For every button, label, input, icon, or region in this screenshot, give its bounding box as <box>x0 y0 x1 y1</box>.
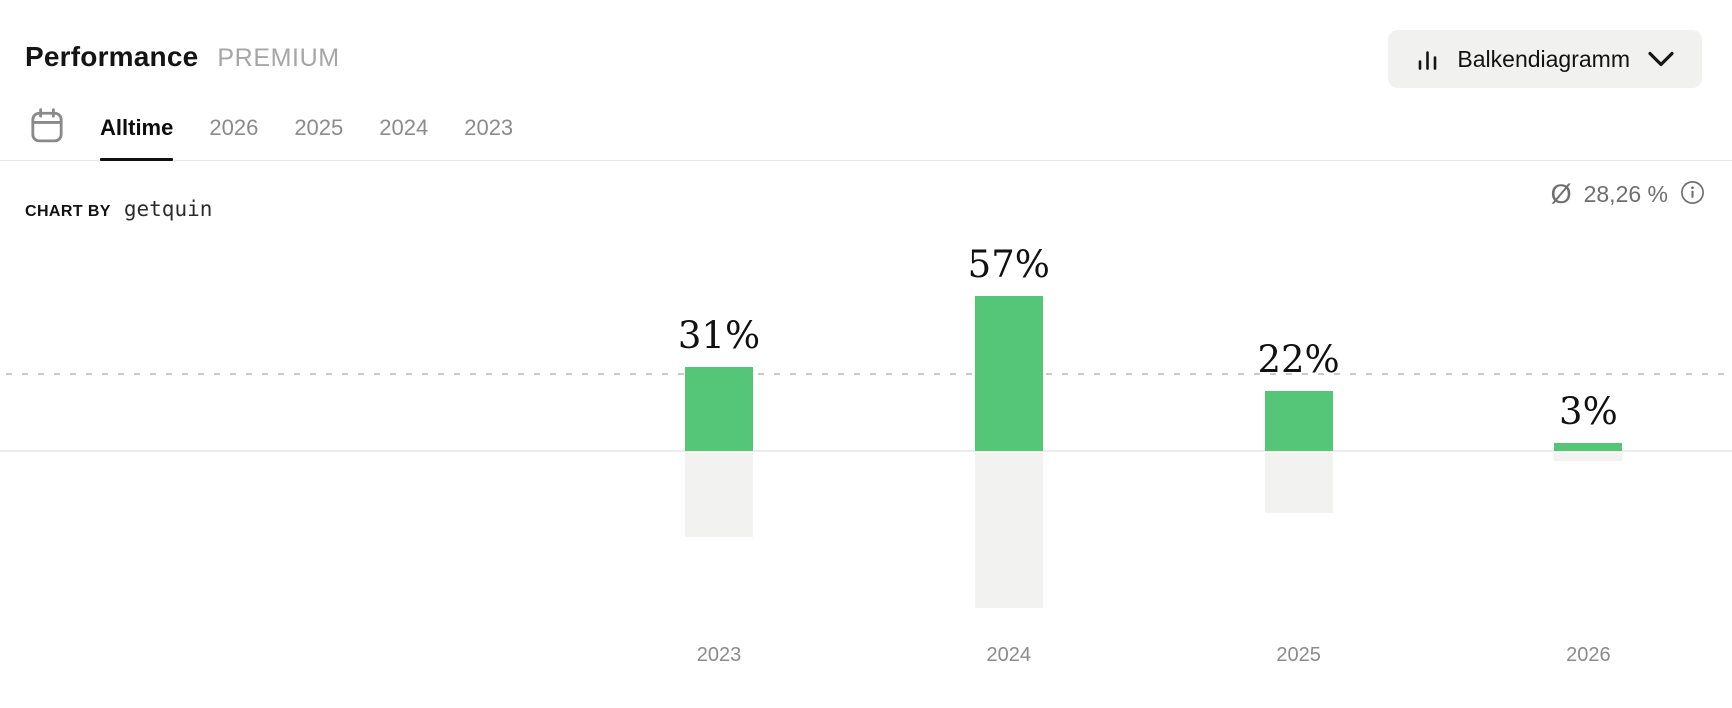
period-tabs: Alltime 2026 2025 2024 2023 <box>0 95 1732 161</box>
bar-value-label: 31% <box>677 314 761 357</box>
x-axis-label: 2025 <box>1276 644 1321 666</box>
tab-2023[interactable]: 2023 <box>464 95 513 160</box>
average-dotted-line <box>6 373 1732 375</box>
bar-mirror-reflection <box>685 453 753 537</box>
performance-bar[interactable] <box>1554 443 1623 451</box>
x-axis-label: 2023 <box>696 644 742 666</box>
bar-value-label: 22% <box>1257 338 1340 381</box>
calendar-button[interactable] <box>30 106 64 149</box>
chart-type-selector-button[interactable]: Balkendiagramm <box>1388 30 1702 88</box>
performance-bar[interactable] <box>1264 391 1333 451</box>
chart-plot: 31% 2023 57% 2024 22% 2025 3% 2026 <box>0 210 1732 708</box>
tab-label: 2025 <box>294 114 344 140</box>
x-axis-label: 2024 <box>986 644 1032 666</box>
bar-value-label: 57% <box>967 243 1050 286</box>
bar-mirror-reflection <box>1554 453 1623 461</box>
tab-label: 2024 <box>379 114 429 140</box>
tab-2026[interactable]: 2026 <box>209 95 258 160</box>
zero-baseline <box>0 450 1732 452</box>
chart-type-label: Balkendiagramm <box>1457 45 1630 72</box>
tab-2025[interactable]: 2025 <box>294 95 343 160</box>
header: Performance PREMIUM <box>25 41 340 73</box>
diameter-average-icon: Ø <box>1550 178 1572 209</box>
info-button[interactable] <box>1680 180 1705 208</box>
tab-label: 2023 <box>464 114 514 140</box>
bar-chart-icon <box>1414 46 1441 73</box>
chart-attribution: CHART BY getquin <box>25 197 212 221</box>
chart-by-label: CHART BY <box>25 203 111 220</box>
tab-label: Alltime <box>100 114 174 140</box>
info-icon <box>1680 180 1705 208</box>
tab-2024[interactable]: 2024 <box>379 95 428 160</box>
average-performance: Ø 28,26 % <box>1551 178 1705 210</box>
bar-value-label: 3% <box>1559 390 1618 433</box>
premium-badge: PREMIUM <box>217 44 340 72</box>
page-title: Performance <box>25 41 199 72</box>
bar-mirror-reflection <box>1264 453 1333 513</box>
brand-name: getquin <box>123 197 213 221</box>
performance-bar[interactable] <box>974 296 1043 451</box>
bar-mirror-reflection <box>974 453 1043 608</box>
tab-label: 2026 <box>209 114 259 140</box>
chevron-down-icon <box>1646 50 1676 69</box>
performance-bar[interactable] <box>685 367 753 451</box>
active-tab-underline <box>100 158 174 161</box>
x-axis-label: 2026 <box>1566 644 1611 666</box>
average-value: 28,26 % <box>1583 180 1668 207</box>
tab-alltime[interactable]: Alltime <box>100 95 174 161</box>
calendar-icon <box>30 106 64 149</box>
